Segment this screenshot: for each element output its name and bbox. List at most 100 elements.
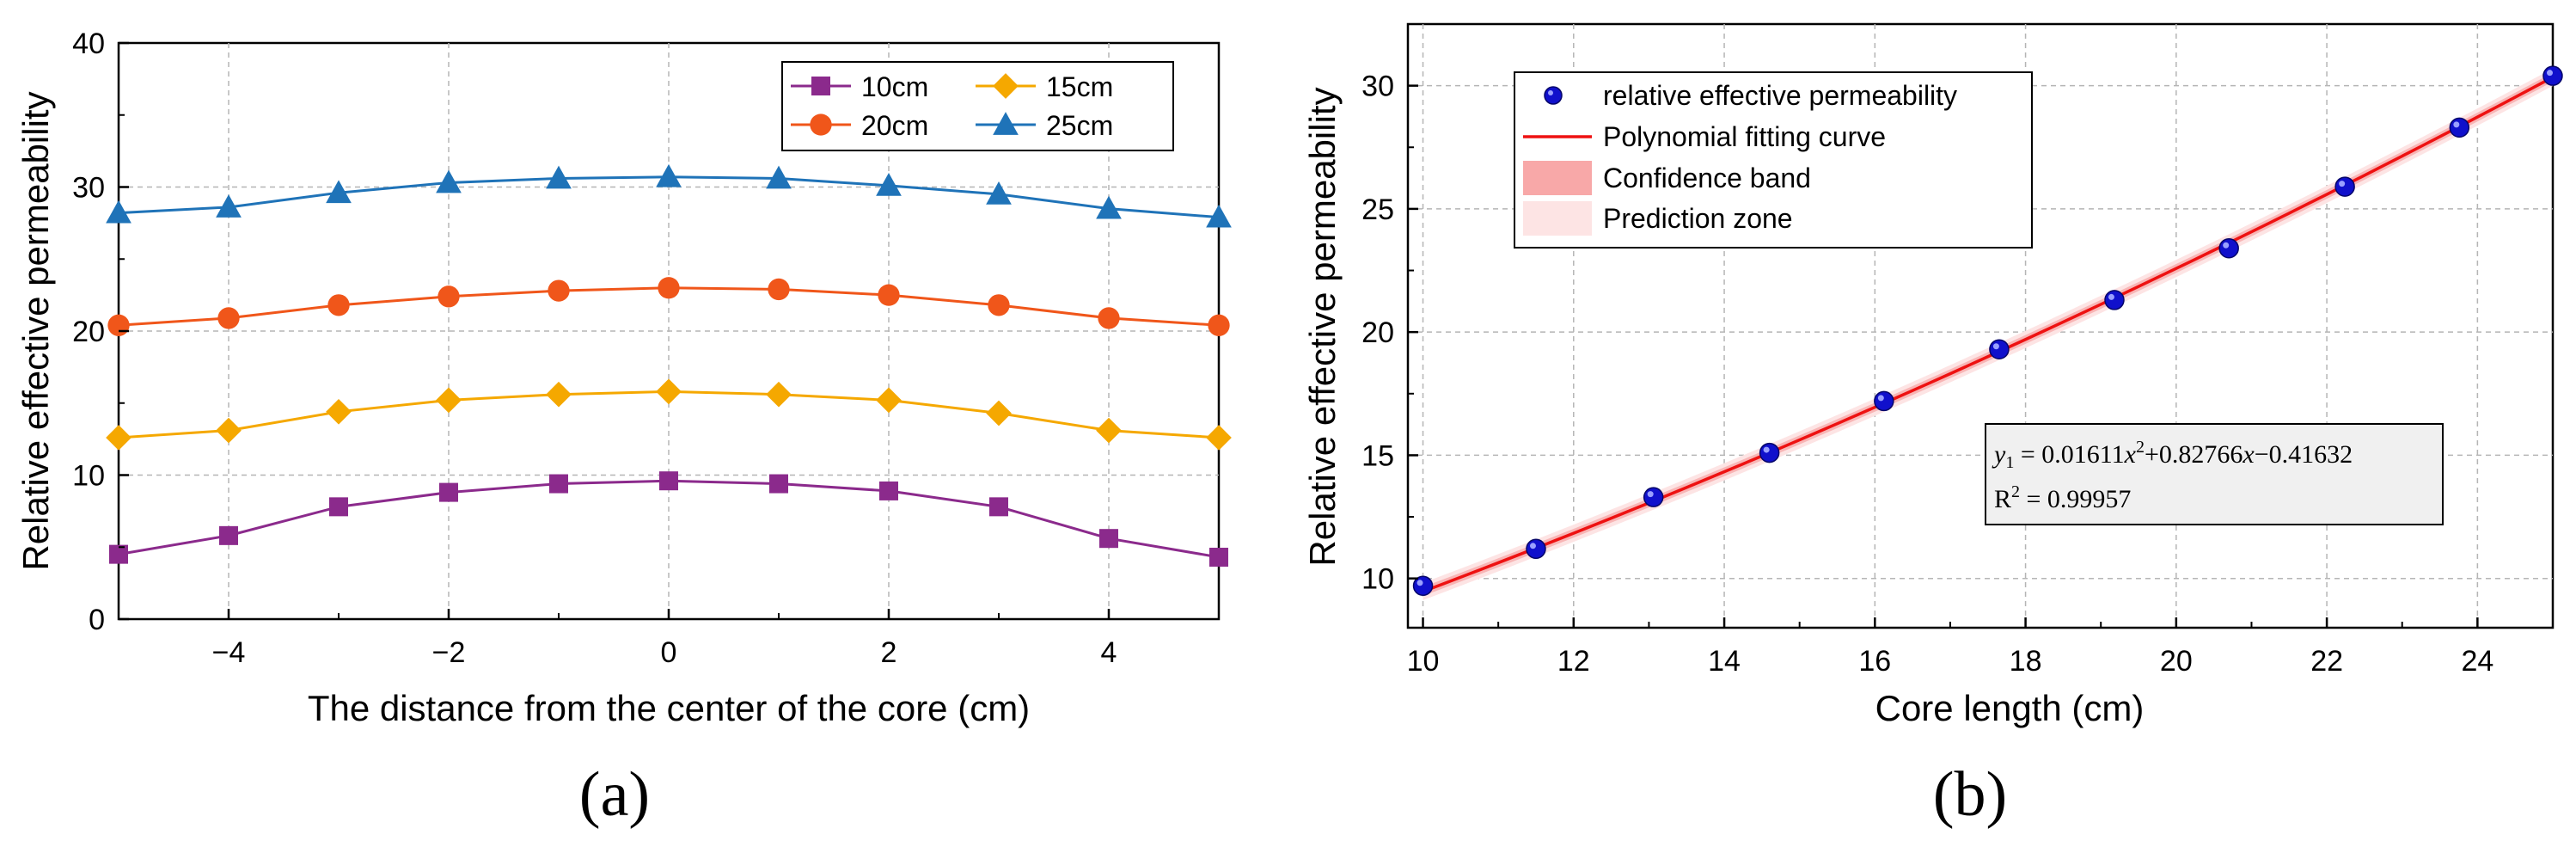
panel-b-fit-curve — [1422, 76, 2554, 593]
equation-part2: +0.82766 — [2145, 440, 2243, 469]
data-point-10cm — [329, 497, 348, 517]
data-point-20cm — [217, 307, 240, 329]
data-point-20cm — [658, 277, 680, 299]
panel-a-legend-box — [781, 61, 1174, 151]
legend-label: Prediction zone — [1603, 203, 1793, 234]
legend-label-25cm: 25cm — [1046, 110, 1113, 141]
panel-a-legend: 10cm 15cm 20cm 25cm — [781, 61, 1174, 151]
data-point-highlight — [2108, 293, 2114, 300]
equation-part1: = 0.01611 — [2014, 440, 2124, 469]
data-point-10cm — [659, 471, 678, 491]
data-point-15cm — [766, 381, 792, 408]
panel-b-x-tick-label: 24 — [2461, 645, 2493, 678]
panel-b-x-axis-label: Core length (cm) — [1875, 688, 2145, 728]
data-point — [1643, 487, 1664, 507]
data-point-10cm — [219, 525, 238, 545]
data-point-highlight — [2453, 121, 2460, 128]
legend-marker-10cm — [811, 77, 830, 95]
r-squared-sup: 2 — [2011, 482, 2020, 501]
data-point-15cm — [1206, 425, 1232, 451]
data-point-25cm — [326, 180, 352, 204]
data-point-20cm — [437, 285, 460, 308]
data-point-10cm — [1099, 529, 1118, 549]
equation-box-frame — [1985, 423, 2444, 525]
panel-b-y-tick-label: 20 — [1361, 316, 1394, 349]
panel-b-y-tick-label: 30 — [1361, 71, 1394, 103]
data-point-15cm — [546, 381, 572, 408]
panel-b-y-tick-label: 25 — [1361, 193, 1394, 226]
data-point-25cm — [106, 199, 132, 224]
data-point-25cm — [766, 165, 792, 189]
panel-a-y-tick-label: 0 — [89, 604, 105, 636]
data-point-15cm — [986, 400, 1012, 427]
legend-label-20cm: 20cm — [861, 110, 928, 141]
legend-label: relative effective permeability — [1603, 80, 1957, 111]
panel-b-equation-box: y1 = 0.01611x2+0.82766x−0.41632 R2 = 0.9… — [1985, 423, 2444, 525]
data-point-20cm — [1098, 307, 1120, 329]
legend-label-10cm: 10cm — [861, 71, 928, 102]
legend-label: Polynomial fitting curve — [1603, 121, 1886, 152]
panel-b-y-tick-label: 15 — [1361, 439, 1394, 472]
legend-marker-20cm — [810, 114, 832, 136]
data-point-10cm — [1209, 547, 1228, 567]
data-point — [1989, 339, 2010, 359]
equation-subscript: 1 — [2005, 453, 2014, 472]
panel-b-x-tick-label: 14 — [1708, 645, 1741, 678]
data-point-25cm — [656, 163, 682, 187]
data-point-highlight — [1529, 543, 1536, 549]
equation-sup: 2 — [2136, 438, 2145, 457]
data-point — [1526, 538, 1546, 560]
data-point-10cm — [989, 497, 1008, 517]
data-point — [1874, 390, 1894, 412]
data-point-15cm — [436, 387, 462, 414]
legend-label-15cm: 15cm — [1046, 71, 1113, 102]
data-point-15cm — [876, 387, 902, 414]
panel-a-label: (a) — [579, 759, 650, 830]
panel-a-markers — [106, 163, 1232, 567]
panel-a-y-tick-label: 20 — [72, 316, 105, 348]
data-point-25cm — [1096, 195, 1122, 219]
legend-prediction-swatch — [1523, 201, 1592, 236]
legend-label: Confidence band — [1603, 163, 1811, 193]
data-point-10cm — [769, 474, 788, 494]
legend-marker-25cm — [993, 112, 1019, 135]
panel-a-x-tick-label: 4 — [1101, 636, 1117, 669]
data-point — [2449, 117, 2470, 138]
data-point-20cm — [768, 278, 790, 301]
panel-b-x-tick-label: 20 — [2160, 645, 2193, 678]
panel-a-x-axis-label: The distance from the center of the core… — [308, 688, 1030, 728]
panel-a-x-tick-label: 2 — [881, 636, 897, 669]
data-point-15cm — [106, 425, 132, 451]
data-point-20cm — [327, 294, 350, 316]
panel-b-legend-box — [1514, 71, 2033, 249]
panel-b-x-tick-label: 22 — [2310, 645, 2343, 678]
data-point-15cm — [1096, 417, 1122, 444]
panel-b-label: (b) — [1933, 759, 2007, 830]
panel-a-x-tick-label: −4 — [212, 636, 246, 669]
panel-a-y-axis-label: Relative effective permeability — [15, 91, 56, 570]
legend-point-marker — [1544, 86, 1563, 105]
panel-a-x-tick-label: 0 — [661, 636, 677, 669]
data-point-20cm — [878, 284, 900, 306]
panel-b-plot-frame — [1406, 22, 2555, 629]
data-point-highlight — [2339, 181, 2346, 187]
data-point-25cm — [1206, 204, 1232, 228]
data-point — [1759, 442, 1780, 463]
data-point-highlight — [1763, 446, 1770, 453]
panel-b-x-tick-label: 12 — [1557, 645, 1590, 678]
data-point-10cm — [549, 474, 568, 494]
equation-part3: −0.41632 — [2255, 440, 2353, 469]
data-point — [2104, 290, 2125, 310]
equation-y: y — [1992, 440, 2006, 469]
data-point-25cm — [546, 165, 572, 189]
r-squared: R2 = 0.99957 — [1994, 482, 2131, 513]
data-point-highlight — [1647, 491, 1654, 498]
panel-b-y-tick-label: 10 — [1361, 563, 1394, 596]
data-point-25cm — [216, 194, 242, 218]
data-point-15cm — [326, 398, 352, 425]
r-squared-label: R — [1994, 485, 2011, 513]
